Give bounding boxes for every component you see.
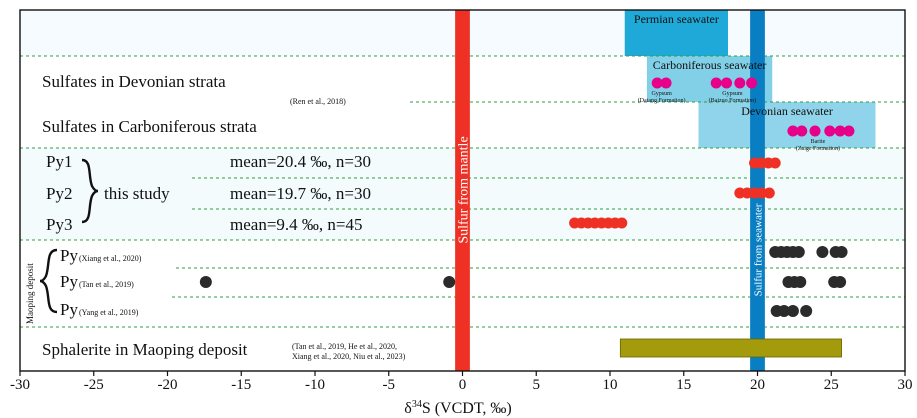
yang-reference: (Yang et al., 2019): [79, 308, 139, 317]
x-tick-label--20: -20: [158, 377, 178, 393]
sulfate-point-2-2: [809, 125, 821, 137]
sulfate-point-2-1: [796, 125, 808, 137]
literature-pyrite-point-1-0: [199, 276, 212, 288]
x-tick-label--15: -15: [231, 377, 251, 393]
sulfate-group-label-0: Gypsum: [651, 91, 672, 97]
vertical-band-0: [455, 10, 470, 371]
pyrite-point-Py3-7: [616, 217, 628, 229]
literature-pyrite-point-1-4: [794, 276, 807, 288]
pyrite-point-Py1-3: [769, 157, 781, 169]
row-label-carboniferous-sulfates: Sulfates in Carboniferous strata: [42, 117, 257, 136]
pyrite-point-Py2-4: [763, 187, 775, 199]
sphalerite-range-bar: [619, 338, 842, 358]
x-axis-title-delta: δ: [404, 400, 412, 417]
ren-reference: (Ren et al., 2018): [290, 97, 346, 106]
py1-statistics: mean=20.4 ‰, n=30: [230, 152, 371, 171]
sulfate-point-2-4: [834, 125, 846, 137]
py2-statistics: mean=19.7 ‰, n=30: [230, 184, 371, 203]
sphalerite-reference-1: (Tan et al., 2019, He et al., 2020,: [292, 342, 397, 351]
row-label-py3: Py3: [46, 215, 72, 234]
x-tick-label-5: 5: [533, 377, 541, 393]
x-tick-label-20: 20: [750, 377, 765, 393]
row-divider-layer: [20, 55, 905, 328]
sulfate-point-2-5: [843, 125, 855, 137]
x-tick-label--30: -30: [10, 377, 30, 393]
x-tick-label-10: 10: [603, 377, 618, 393]
sphalerite-reference-2: Xiang et al., 2020, Niu et al., 2023): [292, 352, 406, 361]
literature-pyrite-point-1-1: [443, 276, 456, 288]
literature-pyrite-point-2-1: [778, 305, 791, 317]
sulfate-point-0-1: [660, 77, 672, 89]
seawater-label-1: Carboniferous seawater: [653, 58, 767, 72]
x-tick-label-25: 25: [824, 377, 839, 393]
sulfate-point-2-3: [824, 125, 836, 137]
x-axis-title-superscript: 34: [412, 399, 422, 410]
x-axis-title-rest: S (VCDT, ‰): [422, 400, 512, 417]
sulfate-point-1-2: [734, 77, 746, 89]
row-label-py1: Py1: [46, 152, 72, 171]
sulfate-point-0-0: [651, 77, 663, 89]
vertical-band-label-0: Sulfur from mantle: [456, 136, 471, 243]
this-study-brace: [81, 158, 99, 224]
brace-layer: [39, 158, 99, 314]
data-mark-layer: [199, 77, 855, 358]
maoping-deposit-label: Maoping deposit: [25, 263, 35, 324]
literature-pyrite-point-0-5: [816, 246, 829, 258]
xiang-reference: (Xiang et al., 2020): [79, 254, 142, 263]
row-label-py2: Py2: [46, 184, 72, 203]
seawater-label-2: Devonian seawater: [741, 104, 833, 118]
literature-pyrite-point-0-7: [835, 246, 848, 258]
sulfate-point-1-0: [710, 77, 722, 89]
maoping-deposit-brace: [39, 248, 58, 314]
sulfate-group-label-1: Gypsum: [722, 91, 743, 97]
seawater-box-0: [624, 10, 728, 56]
literature-pyrite-point-2-2: [786, 305, 799, 317]
x-tick-label--25: -25: [84, 377, 104, 393]
sulfate-group-formation-2: (Zaige Formation): [796, 145, 840, 152]
row-label-devonian-sulfates: Sulfates in Devonian strata: [42, 72, 226, 91]
x-tick-label-0: 0: [459, 377, 467, 393]
this-study-label: this study: [104, 184, 170, 203]
x-tick-label--5: -5: [383, 377, 396, 393]
sulfate-group-label-2: Barite: [811, 139, 826, 145]
py3-statistics: mean=9.4 ‰, n=45: [230, 215, 363, 234]
x-axis-title: δ34S (VCDT, ‰): [404, 399, 511, 417]
literature-pyrite-point-0-4: [792, 246, 805, 258]
sulfate-point-1-1: [721, 77, 733, 89]
seawater-box-2: [698, 102, 876, 148]
x-tick-label-15: 15: [676, 377, 691, 393]
literature-pyrite-point-2-3: [800, 305, 813, 317]
literature-pyrite-point-1-6: [834, 276, 847, 288]
seawater-label-0: Permian seawater: [634, 12, 719, 26]
py-tan-label: Py: [60, 272, 78, 291]
py-xiang-label: Py: [60, 246, 78, 265]
sulfate-point-2-0: [787, 125, 799, 137]
py-yang-label: Py: [60, 300, 78, 319]
x-axis: -30 -25 -20 -15 -10 -5 0 5 10 15 20 25 30: [10, 371, 913, 393]
label-layer: Sulfates in Devonian strata (Ren et al.,…: [25, 12, 840, 417]
sulfate-group-formation-1: (Baizuo Formation): [709, 97, 757, 104]
x-tick-label--10: -10: [305, 377, 325, 393]
x-tick-label-30: 30: [898, 377, 913, 393]
sulfate-group-formation-0: (Datang Formation): [638, 97, 686, 104]
vertical-band-label-1: Sulfur from seawater: [752, 203, 764, 296]
tan-reference: (Tan et al., 2019): [79, 280, 134, 289]
row-label-sphalerite: Sphalerite in Maoping deposit: [42, 340, 248, 359]
plot-frame: [19, 9, 906, 372]
sulfate-point-1-3: [746, 77, 758, 89]
